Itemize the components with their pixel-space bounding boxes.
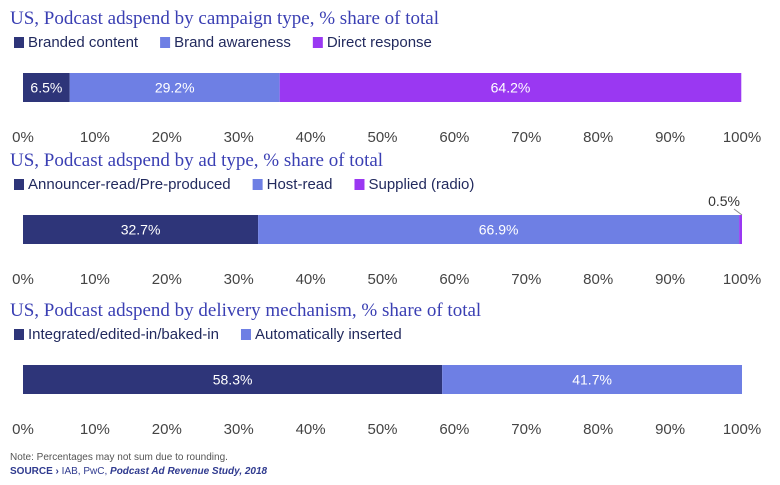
legend-entry: Integrated/edited-in/baked-in <box>28 326 219 343</box>
chart-title: US, Podcast adspend by delivery mechanis… <box>10 300 481 321</box>
legend-swatch <box>14 37 24 48</box>
chart-panel-1: US, Podcast adspend by campaign type, % … <box>10 8 761 146</box>
x-tick-label: 50% <box>367 129 397 146</box>
legend-swatch <box>14 329 24 340</box>
x-tick-label: 0% <box>12 271 34 288</box>
x-tick-label: 0% <box>12 129 34 146</box>
data-label: 58.3% <box>213 372 253 388</box>
x-tick-label: 70% <box>511 421 541 438</box>
data-label: 6.5% <box>30 80 62 96</box>
x-tick-label: 60% <box>439 421 469 438</box>
chart-title: US, Podcast adspend by campaign type, % … <box>10 8 439 29</box>
x-tick-label: 50% <box>367 271 397 288</box>
x-tick-label: 40% <box>296 421 326 438</box>
x-tick-label: 30% <box>224 271 254 288</box>
bar-segment <box>442 365 742 394</box>
label-leader-line <box>733 208 743 216</box>
x-tick-label: 50% <box>367 421 397 438</box>
legend-swatch <box>312 37 323 48</box>
bar-segment <box>23 215 259 244</box>
x-tick-label: 90% <box>655 129 685 146</box>
x-tick-label: 30% <box>224 421 254 438</box>
chart-panel-2: US, Podcast adspend by ad type, % share … <box>10 150 761 288</box>
bar-segment <box>69 73 280 102</box>
legend-entry: Supplied (radio) <box>368 176 474 193</box>
x-tick-label: 90% <box>655 271 685 288</box>
legend-swatch <box>354 179 365 190</box>
x-tick-label: 100% <box>723 271 761 288</box>
x-tick-label: 20% <box>152 421 182 438</box>
data-label: 32.7% <box>121 222 161 238</box>
legend-swatch <box>252 179 263 190</box>
data-label: 66.9% <box>479 222 519 238</box>
data-label: 29.2% <box>155 80 195 96</box>
bar-segment <box>23 73 70 102</box>
bar-segment <box>23 365 443 394</box>
x-tick-label: 10% <box>80 421 110 438</box>
x-tick-label: 80% <box>583 271 613 288</box>
legend-swatch <box>240 329 251 340</box>
x-tick-label: 90% <box>655 421 685 438</box>
legend-entry: Brand awareness <box>174 34 291 51</box>
source-prefix: SOURCE › <box>10 466 62 477</box>
legend-entry: Host-read <box>267 176 333 193</box>
x-tick-label: 40% <box>296 129 326 146</box>
x-tick-label: 40% <box>296 271 326 288</box>
source-title: Podcast Ad Revenue Study, 2018 <box>110 466 268 477</box>
chart-title: US, Podcast adspend by ad type, % share … <box>10 150 383 171</box>
legend-entry: Direct response <box>327 34 432 51</box>
bar-segment <box>279 73 742 102</box>
x-tick-label: 100% <box>723 129 761 146</box>
source-line: SOURCE › IAB, PwC, Podcast Ad Revenue St… <box>10 466 268 477</box>
x-tick-label: 0% <box>12 421 34 438</box>
data-label: 64.2% <box>491 80 531 96</box>
x-tick-label: 60% <box>439 271 469 288</box>
x-tick-label: 70% <box>511 129 541 146</box>
legend-entry: Branded content <box>28 34 139 51</box>
data-label: 41.7% <box>572 372 612 388</box>
bar-segment <box>739 215 742 244</box>
x-tick-label: 80% <box>583 421 613 438</box>
x-tick-label: 20% <box>152 271 182 288</box>
chart-panel-3: US, Podcast adspend by delivery mechanis… <box>10 300 761 438</box>
x-tick-label: 10% <box>80 129 110 146</box>
x-tick-label: 10% <box>80 271 110 288</box>
legend-entry: Automatically inserted <box>255 326 402 343</box>
data-label-outside: 0.5% <box>708 193 740 209</box>
legend-swatch <box>160 37 171 48</box>
footnote: Note: Percentages may not sum due to rou… <box>10 452 228 463</box>
legend-swatch <box>14 179 24 190</box>
x-tick-label: 20% <box>152 129 182 146</box>
x-tick-label: 80% <box>583 129 613 146</box>
bar-segment <box>258 215 740 244</box>
source-orgs: IAB, PwC, <box>62 466 110 477</box>
x-tick-label: 60% <box>439 129 469 146</box>
x-tick-label: 30% <box>224 129 254 146</box>
legend-entry: Announcer-read/Pre-produced <box>28 176 231 193</box>
x-tick-label: 100% <box>723 421 761 438</box>
x-tick-label: 70% <box>511 271 541 288</box>
